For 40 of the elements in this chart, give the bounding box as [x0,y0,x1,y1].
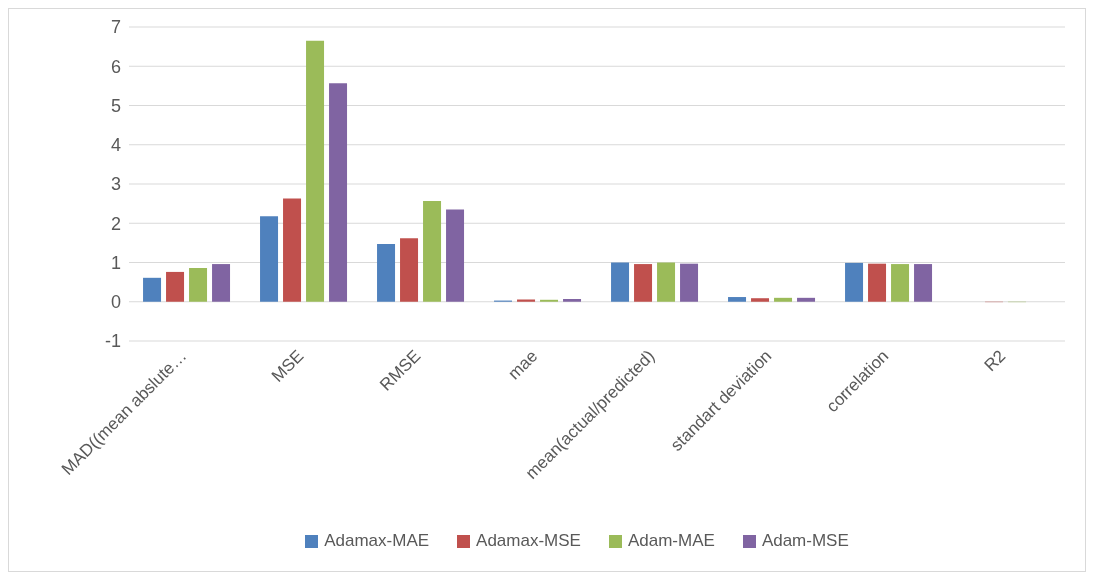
bar [306,40,325,302]
bar [845,262,864,302]
legend-label: Adamax-MAE [323,531,430,551]
y-tick-label: -1 [104,331,121,352]
y-tick-label: 0 [110,292,121,313]
bar [914,264,933,302]
bar [212,264,231,302]
bar [611,262,630,302]
bar [868,263,887,302]
y-tick-label: 7 [110,17,121,38]
x-tick-label: R2 [980,346,1010,376]
bar [260,216,279,302]
bar [329,83,348,302]
bar [166,271,185,302]
bar [751,298,770,302]
bar [797,297,816,302]
bar [563,299,582,302]
bar [189,268,208,302]
bar [657,262,676,302]
y-tick-label: 6 [110,56,121,77]
bar [446,209,465,302]
bar [634,264,653,302]
y-tick-label: 5 [110,95,121,116]
bar [728,297,747,302]
bar [377,244,396,302]
legend-label: Adamax-MSE [475,531,581,551]
y-tick-label: 1 [110,252,121,273]
bar [143,277,162,302]
bar [517,299,536,302]
y-tick-label: 3 [110,174,121,195]
bar [891,264,910,302]
bar [680,263,699,302]
y-tick-label: 2 [110,213,121,234]
bar [423,200,442,302]
y-tick-label: 4 [110,135,121,156]
bar [774,297,793,302]
legend-label: Adam-MSE [760,531,849,551]
bar [400,238,419,302]
bar [283,198,302,302]
legend-label: Adam-MAE [626,531,715,551]
